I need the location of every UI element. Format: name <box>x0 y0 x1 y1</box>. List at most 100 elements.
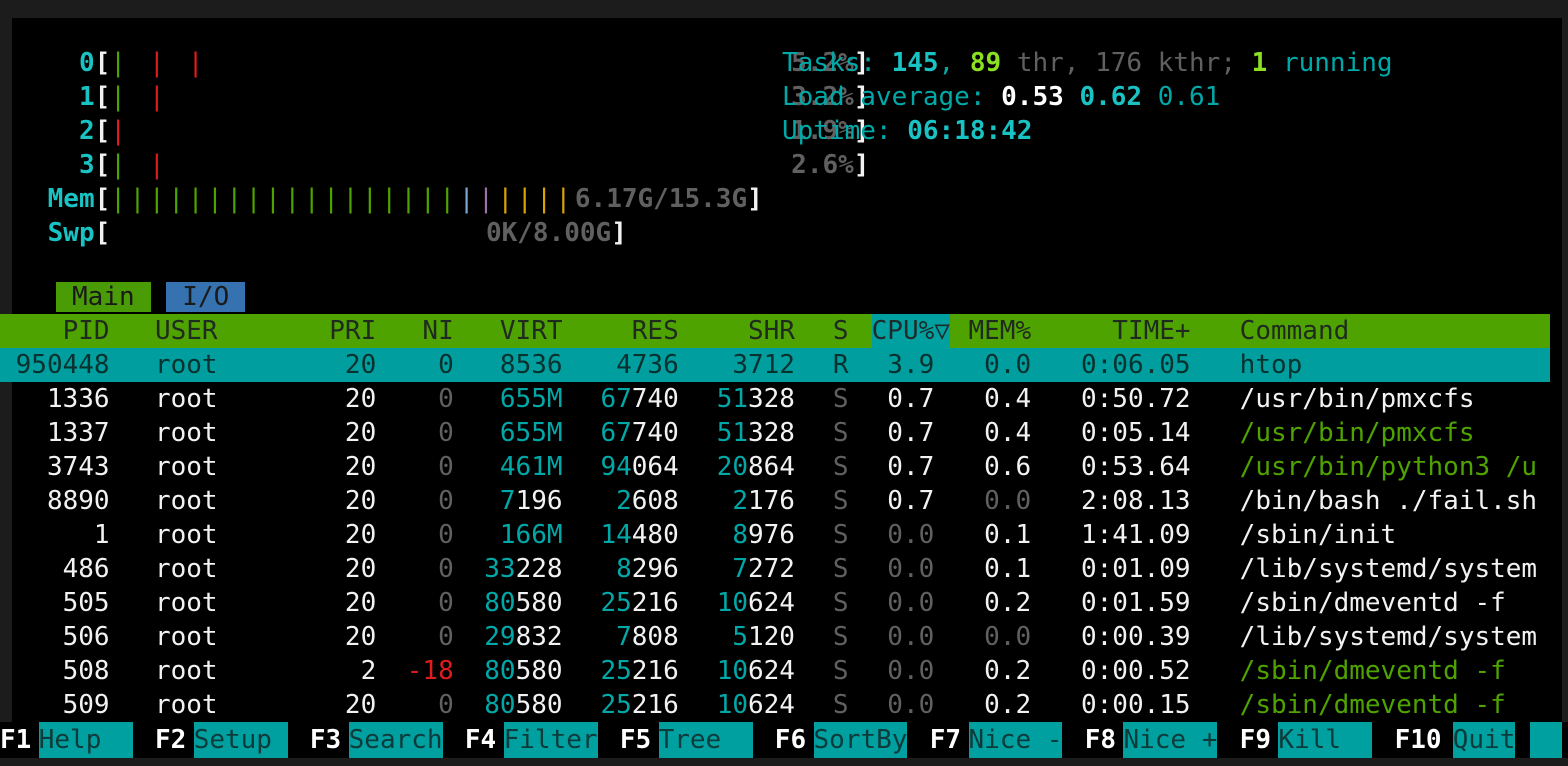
cpu-2-close-bracket: ] <box>853 116 870 146</box>
cell-ni: 0 <box>406 588 454 618</box>
cpu-1-open-bracket: [ <box>94 82 111 112</box>
fkey-f8[interactable]: F8 <box>1084 722 1117 758</box>
fkey-f7[interactable]: F7 <box>929 722 962 758</box>
process-row-selected[interactable]: 950448 root 20 0 8536 4736 3712 R 3.9 0.0 … <box>0 348 1550 382</box>
cell-pri: 20 <box>329 622 377 652</box>
fkey-f10[interactable]: F10 <box>1394 722 1442 758</box>
function-key-bar[interactable]: F1 Help F2 Setup F3 Search F4 Filter F5 Tree F6… <box>0 722 1568 758</box>
cell-shr: 8976 <box>732 520 795 550</box>
cpu-2-bar: | <box>110 116 126 146</box>
cpu-3-value: 2.6% <box>478 150 854 180</box>
cell-res: 14480 <box>600 520 679 550</box>
process-row[interactable]: 486 root 20 0 33228 8296 7272 S 0.0 0.1 0:0… <box>0 552 1568 586</box>
col-header-res[interactable]: RES <box>600 316 679 346</box>
cell-mem: 0.2 <box>968 690 1032 720</box>
cell-ni: -18 <box>406 656 454 686</box>
cell-virt: 80580 <box>484 588 563 618</box>
uptime-value: 06:18:42 <box>907 116 1033 146</box>
process-row[interactable]: 1 root 20 0 166M 14480 8976 S 0.0 0.1 1:41.… <box>0 518 1568 552</box>
process-row[interactable]: 508 root 2 -18 80580 25216 10624 S 0.0 0.2 0:0… <box>0 654 1568 688</box>
fkey-f6[interactable]: F6 <box>774 722 807 758</box>
cell-mem: 0.6 <box>968 452 1032 482</box>
mem-meter-open-bracket: [ <box>94 184 111 214</box>
cell-mem: 0.4 <box>968 384 1032 414</box>
fkey-label-f1[interactable]: Help <box>38 722 133 758</box>
cell-virt: 80580 <box>484 690 563 720</box>
col-header-time[interactable]: TIME+ <box>1065 316 1191 346</box>
cell-shr: 51328 <box>716 384 795 414</box>
cpu-1-value: 3.2% <box>478 82 854 112</box>
process-row[interactable]: 8890 root 20 0 7196 2608 2176 S 0.7 0.0 2:… <box>0 484 1568 518</box>
cell-pri: 20 <box>329 486 377 516</box>
col-header-state[interactable]: S <box>832 316 849 346</box>
fkey-f3[interactable]: F3 <box>309 722 342 758</box>
load-label: Load average: <box>782 82 1002 112</box>
cell-time: 0:06.05 <box>1065 350 1191 380</box>
tasks-thr-count: 89 <box>969 48 1002 78</box>
col-header-virt[interactable]: VIRT <box>484 316 563 346</box>
process-row[interactable]: 1337 root 20 0 655M 67740 51328 S 0.7 0.4 0:… <box>0 416 1568 450</box>
swap-meter-open-bracket: [ <box>94 218 111 248</box>
cell-cpu: 0.0 <box>871 520 935 550</box>
col-header-shr[interactable]: SHR <box>716 316 795 346</box>
cell-time: 2:08.13 <box>1065 486 1191 516</box>
cell-command: /sbin/dmeventd -f <box>1239 588 1506 618</box>
process-row[interactable]: 505 root 20 0 80580 25216 10624 S 0.0 0.2 0:0… <box>0 586 1568 620</box>
process-row[interactable]: 1336 root 20 0 655M 67740 51328 S 0.7 0.4 0:… <box>0 382 1568 416</box>
fkey-label-f5[interactable]: Tree <box>658 722 753 758</box>
tab-main[interactable]: Main <box>56 282 151 312</box>
fkey-f9[interactable]: F9 <box>1239 722 1271 758</box>
col-header-mem[interactable]: MEM% <box>968 316 1032 346</box>
cell-user: root <box>154 452 296 482</box>
col-header-pri[interactable]: PRI <box>329 316 377 346</box>
fkey-f2[interactable]: F2 <box>154 722 187 758</box>
cell-virt: 655M <box>499 418 563 448</box>
fkey-label-f4[interactable]: Filter <box>503 722 598 758</box>
cell-command: /bin/bash ./fail.sh <box>1239 486 1538 516</box>
process-row[interactable]: 506 root 20 0 29832 7808 5120 S 0.0 0.0 0:0… <box>0 620 1568 654</box>
cell-ni: 0 <box>406 452 454 482</box>
cell-shr: 51328 <box>716 418 795 448</box>
swap-meter-value: 0K/8.00G <box>110 218 612 248</box>
cell-res: 8296 <box>616 554 679 584</box>
col-header-pid[interactable]: PID <box>0 316 110 346</box>
fkey-label-f7[interactable]: Nice - <box>968 722 1063 758</box>
col-header-ni[interactable]: NI <box>406 316 454 346</box>
cell-res: 67740 <box>600 418 679 448</box>
cell-mem: 0.0 <box>968 350 1032 380</box>
fkey-label-f9[interactable]: Kill <box>1278 722 1373 758</box>
cell-state: S <box>832 690 849 720</box>
cell-state: S <box>832 520 849 550</box>
fkey-f1[interactable]: F1 <box>0 722 32 758</box>
fkey-f5[interactable]: F5 <box>619 722 652 758</box>
cell-mem: 0.1 <box>968 554 1032 584</box>
cell-pri: 20 <box>329 350 377 380</box>
col-header-cpu-sorted[interactable]: CPU%▽ <box>871 314 950 348</box>
cell-shr: 3712 <box>732 350 795 380</box>
cell-res: 67740 <box>600 384 679 414</box>
fkey-label-f2[interactable]: Setup <box>193 722 288 758</box>
col-header-command[interactable]: Command <box>1239 316 1350 346</box>
cell-pid: 506 <box>0 622 110 652</box>
fkey-label-f8[interactable]: Nice + <box>1123 722 1218 758</box>
process-row[interactable]: 509 root 20 0 80580 25216 10624 S 0.0 0.2 0:0… <box>0 688 1568 722</box>
fkey-f4[interactable]: F4 <box>464 722 497 758</box>
cell-shr: 5120 <box>732 622 795 652</box>
fkey-label-f3[interactable]: Search <box>348 722 443 758</box>
cpu-1-bar: | | <box>110 82 165 112</box>
cell-state: S <box>832 452 849 482</box>
cell-mem: 0.2 <box>968 656 1032 686</box>
process-table-header[interactable]: PID USER PRI NI VIRT RES SHR S CPU%▽ MEM% TI… <box>0 314 1550 348</box>
col-header-user[interactable]: USER <box>154 316 296 346</box>
process-row[interactable]: 3743 root 20 0 461M 94064 20864 S 0.7 0.6 0:… <box>0 450 1568 484</box>
cell-time: 0:00.52 <box>1065 656 1191 686</box>
cell-state: S <box>832 418 849 448</box>
load-15min: 0.61 <box>1157 82 1221 112</box>
fkey-label-f10[interactable]: Quit <box>1452 722 1516 758</box>
cell-state: S <box>832 486 849 516</box>
tab-io[interactable]: I/O <box>166 282 246 312</box>
cell-user: root <box>154 350 296 380</box>
cell-pid: 1336 <box>0 384 110 414</box>
cell-ni: 0 <box>406 554 454 584</box>
fkey-label-f6[interactable]: SortBy <box>813 722 908 758</box>
